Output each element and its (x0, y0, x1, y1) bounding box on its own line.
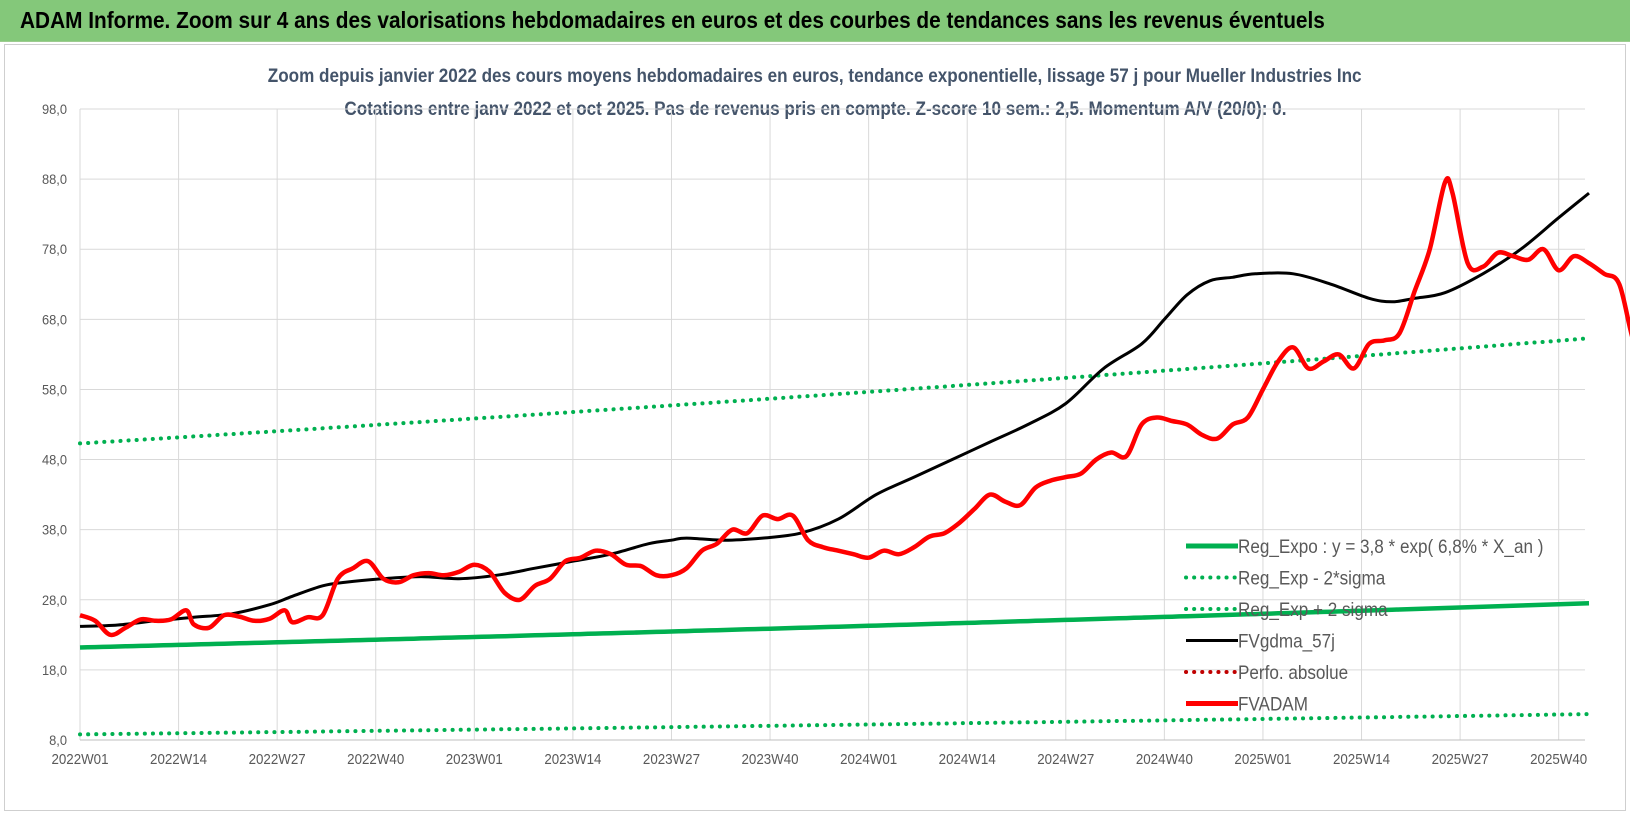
x-tick-label: 2023W14 (544, 750, 601, 767)
x-tick-label: 2024W14 (939, 750, 996, 767)
y-tick-label: 28,0 (42, 592, 67, 608)
x-tick-label: 2024W01 (840, 750, 897, 767)
series-line-1 (79, 601, 1590, 650)
series-line-5 (79, 176, 1630, 638)
chart-frame (4, 44, 1626, 811)
y-tick-label: 78,0 (42, 242, 67, 258)
series-line-4 (79, 191, 1590, 628)
report-banner: ADAM Informe. Zoom sur 4 ans des valoris… (0, 0, 1630, 42)
x-tick-label: 2022W01 (51, 750, 108, 767)
chart-title: Zoom depuis janvier 2022 des cours moyen… (268, 66, 1362, 87)
x-tick-label: 2025W27 (1432, 750, 1489, 767)
legend-label: Reg_Exp - 2*sigma (1238, 568, 1386, 590)
y-tick-label: 18,0 (42, 662, 67, 678)
y-tick-label: 68,0 (42, 312, 67, 328)
legend-label: Reg_Expo : y = 3,8 * exp( 6,8% * X_an ) (1238, 536, 1543, 558)
legend-label: FVADAM (1238, 694, 1308, 715)
series-line-2 (78, 712, 1591, 737)
x-tick-label: 2025W01 (1234, 750, 1291, 767)
legend-label: Reg_Exp + 2 sigma (1238, 599, 1389, 621)
x-tick-label: 2025W14 (1333, 750, 1390, 767)
y-tick-label: 58,0 (42, 382, 67, 398)
series-line-3 (78, 336, 1591, 446)
x-tick-label: 2024W27 (1037, 750, 1094, 767)
y-tick-label: 38,0 (42, 522, 67, 538)
y-tick-label: 48,0 (42, 452, 67, 468)
legend-label: FVgdma_57j (1238, 631, 1335, 653)
report-title: ADAM Informe. Zoom sur 4 ans des valoris… (20, 7, 1325, 33)
x-tick-label: 2023W27 (643, 750, 700, 767)
x-tick-label: 2022W14 (150, 750, 207, 767)
x-tick-label: 2023W01 (446, 750, 503, 767)
y-tick-label: 8,0 (49, 733, 67, 749)
legend-label: Perfo. absolue (1238, 662, 1348, 683)
x-tick-label: 2022W27 (249, 750, 306, 767)
y-tick-label: 98,0 (42, 102, 67, 118)
y-tick-label: 88,0 (42, 172, 67, 188)
x-tick-label: 2023W40 (742, 750, 799, 767)
x-tick-label: 2025W40 (1530, 750, 1587, 767)
x-tick-label: 2022W40 (347, 750, 404, 767)
x-tick-label: 2024W40 (1136, 750, 1193, 767)
